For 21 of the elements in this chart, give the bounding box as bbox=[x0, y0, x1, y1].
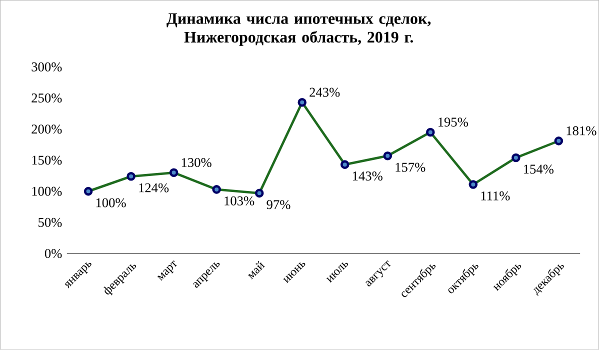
y-tick-label: 0% bbox=[44, 249, 62, 258]
y-tick-label: 100% bbox=[32, 186, 62, 196]
data-label: 243% bbox=[310, 88, 340, 97]
data-label: 111% bbox=[481, 192, 510, 201]
data-label: 157% bbox=[396, 162, 426, 172]
data-label: 124% bbox=[139, 183, 169, 192]
y-tick-label: 150% bbox=[32, 156, 62, 165]
data-label: 100% bbox=[96, 198, 126, 208]
data-label: 130% bbox=[182, 158, 212, 168]
data-label: 195% bbox=[438, 118, 468, 127]
chart-title: Динамика числа ипотечных сделок, Нижегородская область, 2019 г. bbox=[166, 13, 431, 46]
data-label: 181% bbox=[566, 126, 596, 136]
data-label: 143% bbox=[352, 172, 382, 181]
data-label: 97% bbox=[266, 200, 290, 210]
y-tick-label: 50% bbox=[38, 218, 62, 228]
data-label: 154% bbox=[524, 164, 554, 174]
y-tick-label: 250% bbox=[32, 94, 62, 103]
x-tick-label: май bbox=[248, 261, 265, 280]
data-label: 103% bbox=[224, 196, 254, 206]
y-tick-label: 300% bbox=[32, 62, 62, 72]
y-tick-label: 200% bbox=[32, 124, 62, 134]
